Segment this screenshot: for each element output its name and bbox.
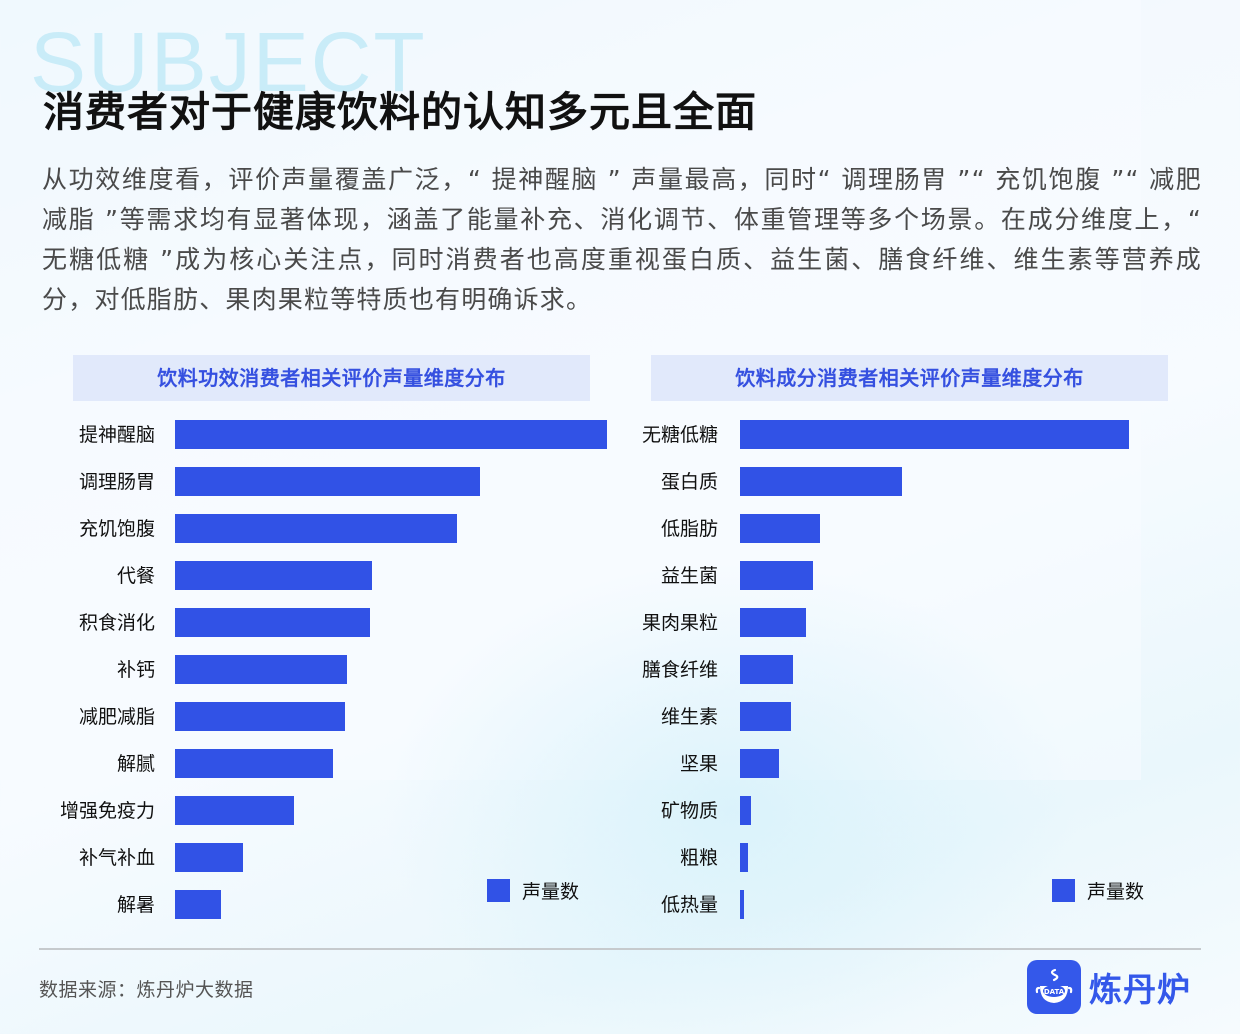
- bar-row: 充饥饱腹: [40, 514, 640, 561]
- brand-logo: DATA 炼丹炉: [1027, 960, 1191, 1014]
- bar-row: 低脂肪: [620, 514, 1220, 561]
- legend-label: 声量数: [1087, 881, 1145, 903]
- legend-label: 声量数: [522, 881, 580, 903]
- bar-label: 补钙: [116, 659, 155, 681]
- bar-label: 粗粮: [679, 847, 718, 869]
- chart-title: 饮料功效消费者相关评价声量维度分布: [73, 355, 590, 401]
- bar-row: 无糖低糖: [620, 420, 1220, 467]
- bar: [740, 890, 744, 919]
- footer-divider: [39, 948, 1201, 950]
- bar-label: 补气补血: [78, 847, 155, 869]
- bar: [740, 749, 779, 778]
- bar-row: 调理肠胃: [40, 467, 640, 514]
- bar: [175, 561, 372, 590]
- bar-label: 蛋白质: [660, 471, 718, 493]
- bar-row: 提神醒脑: [40, 420, 640, 467]
- bar: [740, 843, 749, 872]
- watermark-text: SUBJECT: [30, 15, 427, 109]
- bar-row: 增强免疫力: [40, 796, 640, 843]
- bar-label: 膳食纤维: [641, 659, 718, 681]
- bar: [740, 796, 751, 825]
- bar-row: 益生菌: [620, 561, 1220, 608]
- bar-row: 粗粮: [620, 843, 1220, 890]
- bar-row: 补钙: [40, 655, 640, 702]
- bar: [740, 561, 814, 590]
- bar: [175, 514, 458, 543]
- bar-label: 益生菌: [660, 565, 718, 587]
- chart-legend: 声量数: [1052, 877, 1144, 904]
- legend-swatch: [1052, 879, 1075, 902]
- bar: [175, 796, 294, 825]
- bar: [175, 420, 607, 449]
- bar: [740, 420, 1129, 449]
- bar-row: 维生素: [620, 702, 1220, 749]
- bar: [175, 843, 243, 872]
- bar: [740, 608, 807, 637]
- efficacy-chart: 饮料功效消费者相关评价声量维度分布 提神醒脑调理肠胃充饥饱腹代餐积食消化补钙减肥…: [40, 355, 607, 925]
- bar-row: 代餐: [40, 561, 640, 608]
- bar-label: 增强免疫力: [59, 800, 155, 822]
- bar: [175, 655, 347, 684]
- bar-row: 低热量: [620, 890, 1220, 937]
- page-description: 从功效维度看，评价声量覆盖广泛，“ 提神醒脑 ” 声量最高，同时“ 调理肠胃 ”…: [42, 165, 1202, 314]
- bar-label: 低脂肪: [660, 518, 718, 540]
- bar-row: 减肥减脂: [40, 702, 640, 749]
- ingredient-chart: 饮料成分消费者相关评价声量维度分布 无糖低糖蛋白质低脂肪益生菌果肉果粒膳食纤维维…: [620, 355, 1180, 925]
- bar-row: 矿物质: [620, 796, 1220, 843]
- bar-label: 低热量: [660, 894, 718, 916]
- bar: [740, 467, 902, 496]
- bar: [175, 702, 346, 731]
- bar-label: 代餐: [116, 565, 155, 587]
- bar: [740, 655, 793, 684]
- bar-label: 矿物质: [660, 800, 718, 822]
- page-title: 消费者对于健康饮料的认知多元且全面: [43, 88, 757, 136]
- bar-rows: 无糖低糖蛋白质低脂肪益生菌果肉果粒膳食纤维维生素坚果矿物质粗粮低热量: [620, 420, 1220, 937]
- svg-text:DATA: DATA: [1044, 988, 1065, 996]
- bar-row: 果肉果粒: [620, 608, 1220, 655]
- chart-legend: 声量数: [487, 877, 579, 904]
- chart-title: 饮料成分消费者相关评价声量维度分布: [651, 355, 1168, 401]
- bar-label: 解暑: [116, 894, 155, 916]
- bar-row: 解腻: [40, 749, 640, 796]
- bar-label: 充饥饱腹: [78, 518, 155, 540]
- bar-label: 解腻: [116, 753, 155, 775]
- bar-row: 坚果: [620, 749, 1220, 796]
- bar: [175, 467, 480, 496]
- cauldron-data-icon: DATA: [1027, 960, 1081, 1014]
- bar-row: 膳食纤维: [620, 655, 1220, 702]
- bar-label: 果肉果粒: [641, 612, 718, 634]
- bar-label: 维生素: [660, 706, 718, 728]
- bar-row: 解暑: [40, 890, 640, 937]
- bar-row: 积食消化: [40, 608, 640, 655]
- bar: [740, 514, 821, 543]
- bar-label: 积食消化: [78, 612, 155, 634]
- bar-row: 蛋白质: [620, 467, 1220, 514]
- bar: [740, 702, 791, 731]
- data-source: 数据来源：炼丹炉大数据: [39, 979, 254, 1001]
- brand-name: 炼丹炉: [1089, 970, 1191, 1009]
- bar: [175, 608, 370, 637]
- legend-swatch: [487, 879, 510, 902]
- bar: [175, 890, 221, 919]
- bar: [175, 749, 334, 778]
- bar-label: 无糖低糖: [641, 424, 718, 446]
- bar-label: 调理肠胃: [78, 471, 155, 493]
- bar-label: 坚果: [679, 753, 718, 775]
- bar-label: 减肥减脂: [78, 706, 155, 728]
- bar-label: 提神醒脑: [78, 424, 155, 446]
- bar-rows: 提神醒脑调理肠胃充饥饱腹代餐积食消化补钙减肥减脂解腻增强免疫力补气补血解暑: [40, 420, 640, 937]
- bar-row: 补气补血: [40, 843, 640, 890]
